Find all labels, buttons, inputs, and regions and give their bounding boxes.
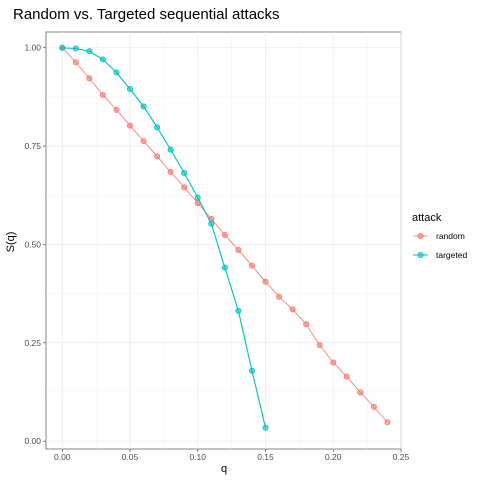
data-point-random xyxy=(303,321,310,328)
data-point-random xyxy=(221,231,228,238)
legend-item-targeted: targeted xyxy=(413,250,467,260)
data-point-random xyxy=(167,169,174,176)
x-tick-label: 0.05 xyxy=(122,452,139,462)
x-tick-label: 0.00 xyxy=(54,452,71,462)
x-tick-label: 0.20 xyxy=(325,452,342,462)
data-point-random xyxy=(154,153,161,160)
data-point-random xyxy=(384,419,391,426)
data-point-random xyxy=(262,278,269,285)
data-point-random xyxy=(316,342,323,349)
data-point-targeted xyxy=(167,146,174,153)
data-point-random xyxy=(181,184,188,191)
x-tick-label: 0.10 xyxy=(189,452,206,462)
data-point-random xyxy=(276,293,283,300)
data-point-targeted xyxy=(262,424,269,431)
data-point-random xyxy=(127,122,134,129)
data-point-random xyxy=(248,262,255,269)
data-point-targeted xyxy=(59,44,66,51)
x-tick-label: 0.15 xyxy=(257,452,274,462)
plot-panel xyxy=(45,31,402,450)
data-point-targeted xyxy=(86,48,93,55)
y-tick-label: 0.50 xyxy=(24,239,41,249)
legend-item-random: random xyxy=(413,231,465,241)
data-point-random xyxy=(72,59,79,66)
data-point-targeted xyxy=(208,220,215,227)
data-point-random xyxy=(99,91,106,98)
plot-area: 0.00 0.05 0.10 0.15 0.20 0.25 0.00 0.25 0.50 0.75… xyxy=(24,31,410,462)
data-point-targeted xyxy=(72,45,79,52)
data-point-random xyxy=(86,75,93,82)
data-point-targeted xyxy=(113,69,120,76)
legend-key-point-targeted xyxy=(417,251,424,258)
data-point-targeted xyxy=(194,194,201,201)
x-tick-label: 0.25 xyxy=(393,452,410,462)
data-point-targeted xyxy=(154,124,161,131)
y-tick-label: 0.75 xyxy=(24,141,41,151)
y-axis-title: S(q) xyxy=(5,232,17,253)
legend-label-random: random xyxy=(436,231,465,241)
y-tick-label: 0.00 xyxy=(24,436,41,446)
y-tick-label: 0.25 xyxy=(24,338,41,348)
data-point-random xyxy=(370,403,377,410)
data-point-random xyxy=(235,246,242,253)
legend-title: attack xyxy=(412,212,442,224)
y-tick-label: 1.00 xyxy=(24,43,41,53)
x-axis-title: q xyxy=(221,463,227,475)
legend-label-targeted: targeted xyxy=(436,250,467,260)
data-point-random xyxy=(343,373,350,380)
chart-title: Random vs. Targeted sequential attacks xyxy=(13,6,280,23)
data-point-random xyxy=(330,359,337,366)
data-point-targeted xyxy=(140,103,147,110)
data-point-targeted xyxy=(127,86,134,93)
data-point-targeted xyxy=(235,307,242,314)
data-point-random xyxy=(357,389,364,396)
legend-key-point-random xyxy=(417,232,424,239)
data-point-targeted xyxy=(248,367,255,374)
legend: attack random targeted xyxy=(412,212,467,260)
data-point-targeted xyxy=(181,169,188,176)
data-point-targeted xyxy=(99,56,106,63)
data-point-random xyxy=(140,137,147,144)
data-point-random xyxy=(113,106,120,113)
series-line-targeted xyxy=(62,47,267,428)
data-point-random xyxy=(289,306,296,313)
data-point-targeted xyxy=(221,264,228,271)
